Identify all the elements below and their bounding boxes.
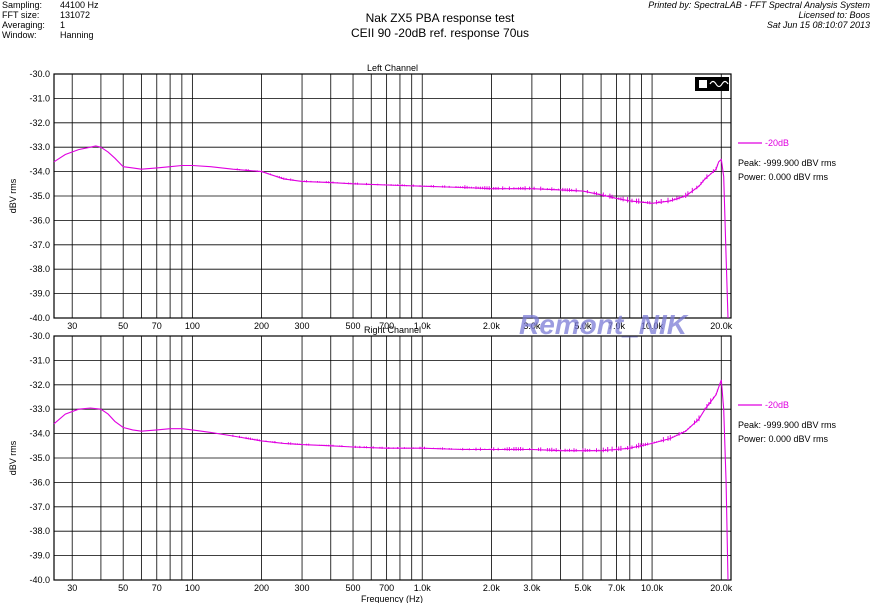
x-tick-label: 500 <box>346 321 361 331</box>
info-key: FFT size: <box>2 10 40 20</box>
panel-title: Right Channel <box>364 325 421 335</box>
x-tick-label: 300 <box>295 583 310 593</box>
x-tick-label: 500 <box>346 583 361 593</box>
x-tick-label: 70 <box>152 321 162 331</box>
chart-right-channel: -30.0 -31.0 -32.0 -33.0 -34.0 -35.0 -36.0 -37.0… <box>8 325 837 593</box>
icon-printer <box>699 80 707 88</box>
y-tick-label: -37.0 <box>29 240 50 250</box>
y-tick-label: -35.0 <box>29 191 50 201</box>
info-value: 131072 <box>60 10 91 20</box>
info-value: Hanning <box>60 30 94 40</box>
icon-wave <box>709 80 729 88</box>
print-spectrum-icon[interactable] <box>695 77 729 91</box>
y-tick-label: -35.0 <box>29 453 50 463</box>
x-tick-label: 20.0k <box>710 583 733 593</box>
x-tick-label: 1.0k <box>414 321 432 331</box>
y-tick-label: -32.0 <box>29 118 50 128</box>
x-tick-label: 200 <box>254 583 269 593</box>
x-tick-label: 30 <box>67 321 77 331</box>
info-row-sampling: Sampling: 44100 Hz <box>2 0 99 10</box>
x-tick-label: 200 <box>254 321 269 331</box>
watermark-text: Remont_NIK <box>519 309 689 340</box>
panel-title: Left Channel <box>367 63 418 73</box>
x-tick-label: 50 <box>118 583 128 593</box>
legend-label: -20dB <box>765 400 789 410</box>
x-tick-label: 300 <box>295 321 310 331</box>
legend-peak: Peak: -999.900 dBV rms <box>738 420 837 430</box>
print-timestamp: Sat Jun 15 08:10:07 2013 <box>766 20 870 30</box>
series-texture <box>232 389 718 453</box>
y-tick-label: -33.0 <box>29 404 50 414</box>
legend-power: Power: 0.000 dBV rms <box>738 172 829 182</box>
x-tick-label: 5.0k <box>574 583 592 593</box>
legend-peak: Peak: -999.900 dBV rms <box>738 158 837 168</box>
info-row-window: Window: Hanning <box>2 30 99 40</box>
info-key: Window: <box>2 30 37 40</box>
info-key: Sampling: <box>2 0 43 10</box>
x-tick-label: 2.0k <box>483 583 501 593</box>
page-title: Nak ZX5 PBA response test CEII 90 -20dB … <box>240 11 640 41</box>
x-tick-label: 3.0k <box>523 321 541 331</box>
series-texture <box>232 164 718 205</box>
info-value: 44100 Hz <box>60 0 99 10</box>
licensed-to: Licensed to: Boos <box>798 10 870 20</box>
x-tick-label: 20.0k <box>710 321 733 331</box>
y-tick-label: -34.0 <box>29 167 50 177</box>
x-tick-label: 700 <box>379 583 394 593</box>
y-axis-label: dBV rms <box>8 440 18 475</box>
x-tick-label: 70 <box>152 583 162 593</box>
print-info: Printed by: SpectraLAB - FFT Spectral An… <box>648 0 870 30</box>
series-line-20db <box>53 145 729 319</box>
x-tick-label: 7.0k <box>608 583 626 593</box>
y-tick-label: -38.0 <box>29 264 50 274</box>
title-line-2: CEII 90 -20dB ref. response 70us <box>350 26 530 40</box>
y-tick-label: -31.0 <box>29 93 50 103</box>
x-tick-label: 5.0k <box>574 321 592 331</box>
x-tick-label: 700 <box>379 321 394 331</box>
y-tick-label: -39.0 <box>29 289 50 299</box>
y-tick-label: -39.0 <box>29 551 50 561</box>
x-tick-label: 2.0k <box>483 321 501 331</box>
y-tick-label: -36.0 <box>29 477 50 487</box>
y-tick-label: -30.0 <box>29 69 50 79</box>
x-tick-label: 100 <box>185 321 200 331</box>
y-tick-label: -40.0 <box>29 313 50 323</box>
y-tick-label: -32.0 <box>29 380 50 390</box>
info-value: 1 <box>60 20 66 30</box>
legend-power: Power: 0.000 dBV rms <box>738 434 829 444</box>
y-tick-label: -40.0 <box>29 575 50 585</box>
x-tick-label: 10.0k <box>641 321 664 331</box>
x-tick-label: 7.0k <box>608 321 626 331</box>
x-tick-label: 30 <box>67 583 77 593</box>
y-tick-label: -37.0 <box>29 502 50 512</box>
legend-label: -20dB <box>765 138 789 148</box>
plot-frame <box>53 73 732 319</box>
x-tick-label: 3.0k <box>523 583 541 593</box>
x-tick-label: 1.0k <box>414 583 432 593</box>
y-tick-label: -38.0 <box>29 526 50 536</box>
y-tick-label: -31.0 <box>29 355 50 365</box>
info-row-fft-size: FFT size: 131072 <box>2 10 99 20</box>
y-tick-label: -33.0 <box>29 142 50 152</box>
series-line-20db <box>53 379 729 581</box>
y-tick-label: -36.0 <box>29 215 50 225</box>
x-tick-label: 50 <box>118 321 128 331</box>
x-tick-label: 100 <box>185 583 200 593</box>
title-line-1: Nak ZX5 PBA response test <box>365 11 515 25</box>
info-row-averaging: Averaging: 1 <box>2 20 99 30</box>
printed-by: Printed by: SpectraLAB - FFT Spectral An… <box>648 0 870 10</box>
y-axis-label: dBV rms <box>8 178 18 213</box>
x-tick-label: 10.0k <box>641 583 664 593</box>
plot-frame <box>53 335 732 581</box>
y-tick-label: -34.0 <box>29 429 50 439</box>
y-tick-label: -30.0 <box>29 331 50 341</box>
x-axis-label: Frequency (Hz) <box>361 594 423 603</box>
info-key: Averaging: <box>2 20 45 30</box>
chart-left-channel: -30.0 -31.0 -32.0 -33.0 -34.0 -35.0 -36.0 -37.0… <box>8 63 837 331</box>
acquisition-info: Sampling: 44100 Hz FFT size: 131072 Aver… <box>2 0 99 40</box>
